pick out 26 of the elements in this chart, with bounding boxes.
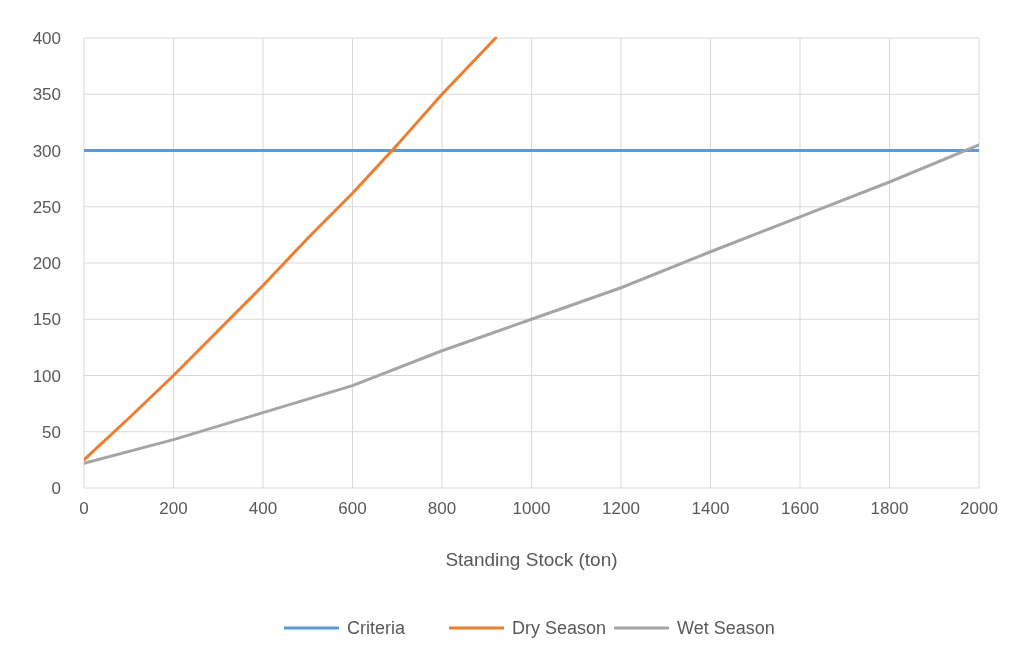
x-tick-label: 1000	[512, 499, 551, 518]
line-series	[84, 36, 498, 462]
x-tick-label: 400	[248, 499, 278, 518]
y-tick-label: 150	[32, 310, 61, 330]
x-tick-label: 800	[427, 499, 457, 518]
x-axis-title: Standing Stock (ton)	[445, 549, 618, 570]
y-tick-label: 250	[32, 197, 61, 217]
x-tick-label: 600	[338, 499, 367, 518]
x-tick-label: 1800	[870, 499, 909, 518]
y-tick-label: 350	[32, 85, 61, 105]
y-tick-label: 100	[32, 366, 61, 386]
x-tick-label: 200	[159, 499, 188, 518]
x-tick-label: 1200	[602, 499, 640, 518]
y-tick-label: 300	[32, 141, 61, 161]
y-tick-label: 0	[51, 479, 61, 498]
x-tick-label: 1400	[691, 499, 730, 518]
legend-label: Wet Season	[677, 618, 775, 638]
y-tick-label: 200	[32, 254, 61, 273]
y-tick-label: 50	[42, 422, 61, 442]
x-tick-label: 1600	[781, 499, 819, 518]
legend-label: Criteria	[347, 618, 406, 638]
x-tick-label: 0	[79, 499, 89, 518]
y-tick-label: 400	[32, 29, 61, 48]
x-tick-label: 2000	[960, 499, 998, 518]
legend-label: Dry Season	[512, 618, 607, 638]
line-series	[84, 143, 979, 465]
